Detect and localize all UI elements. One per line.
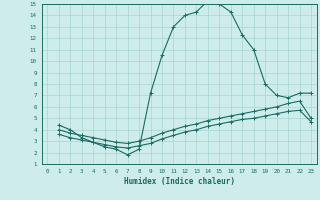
- X-axis label: Humidex (Indice chaleur): Humidex (Indice chaleur): [124, 177, 235, 186]
